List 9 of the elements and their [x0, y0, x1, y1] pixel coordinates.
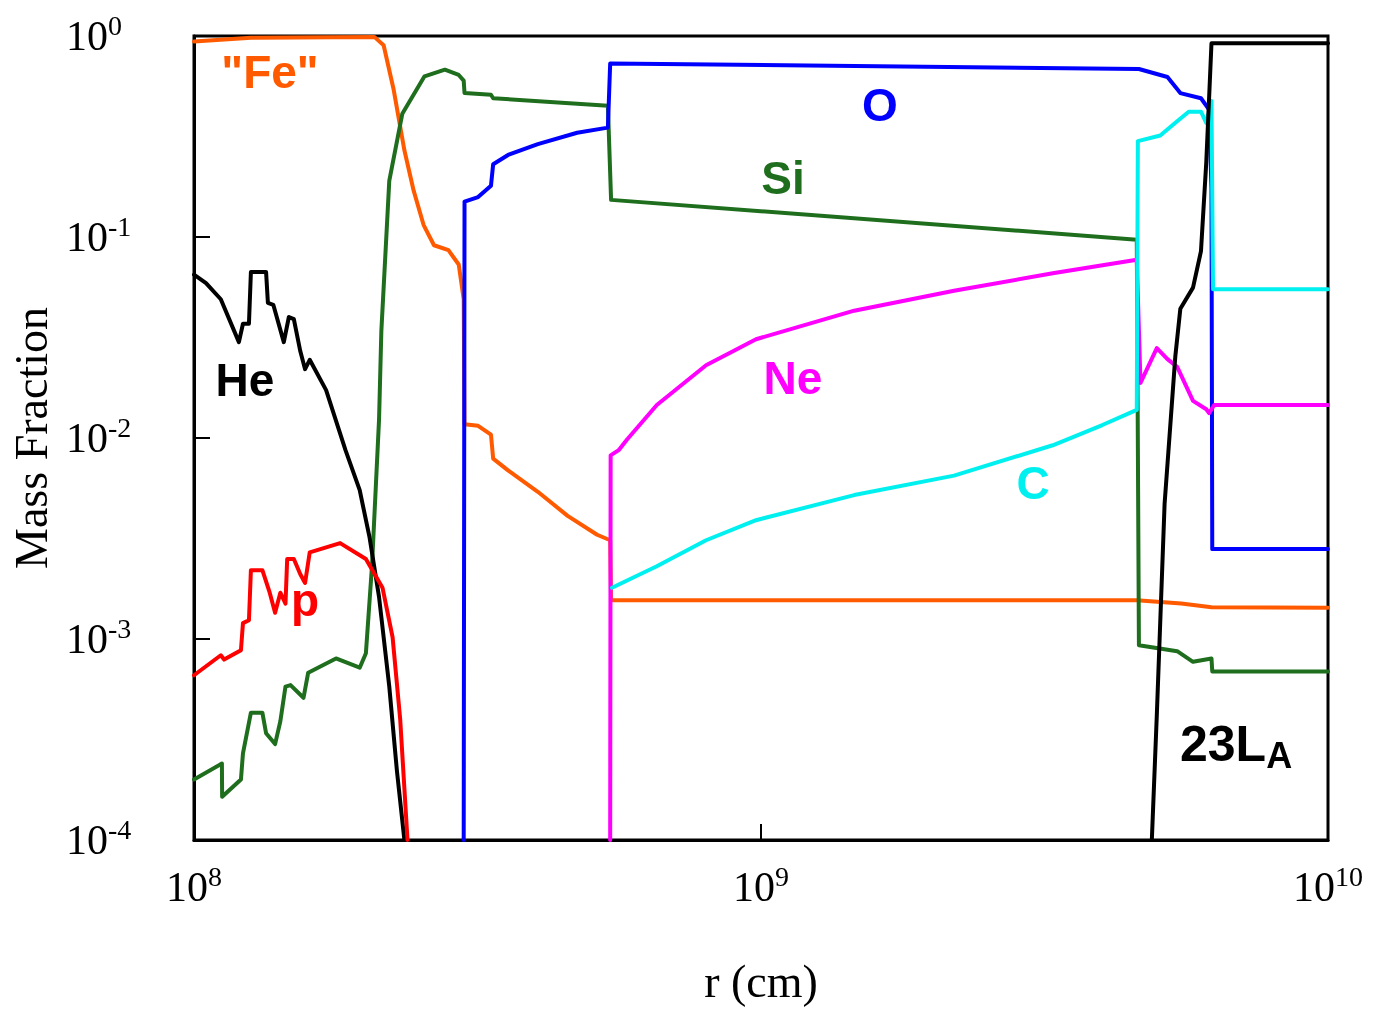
y-axis-title: Mass Fraction	[5, 307, 57, 569]
series-label: C	[1016, 457, 1050, 509]
series-label: O	[862, 79, 898, 131]
series-label: "Fe"	[221, 46, 319, 98]
series-label: Si	[761, 152, 805, 204]
series-label: Ne	[763, 352, 823, 404]
x-axis-title: r (cm)	[704, 955, 818, 1007]
series-label: He	[215, 354, 275, 406]
series-label: p	[290, 574, 320, 626]
